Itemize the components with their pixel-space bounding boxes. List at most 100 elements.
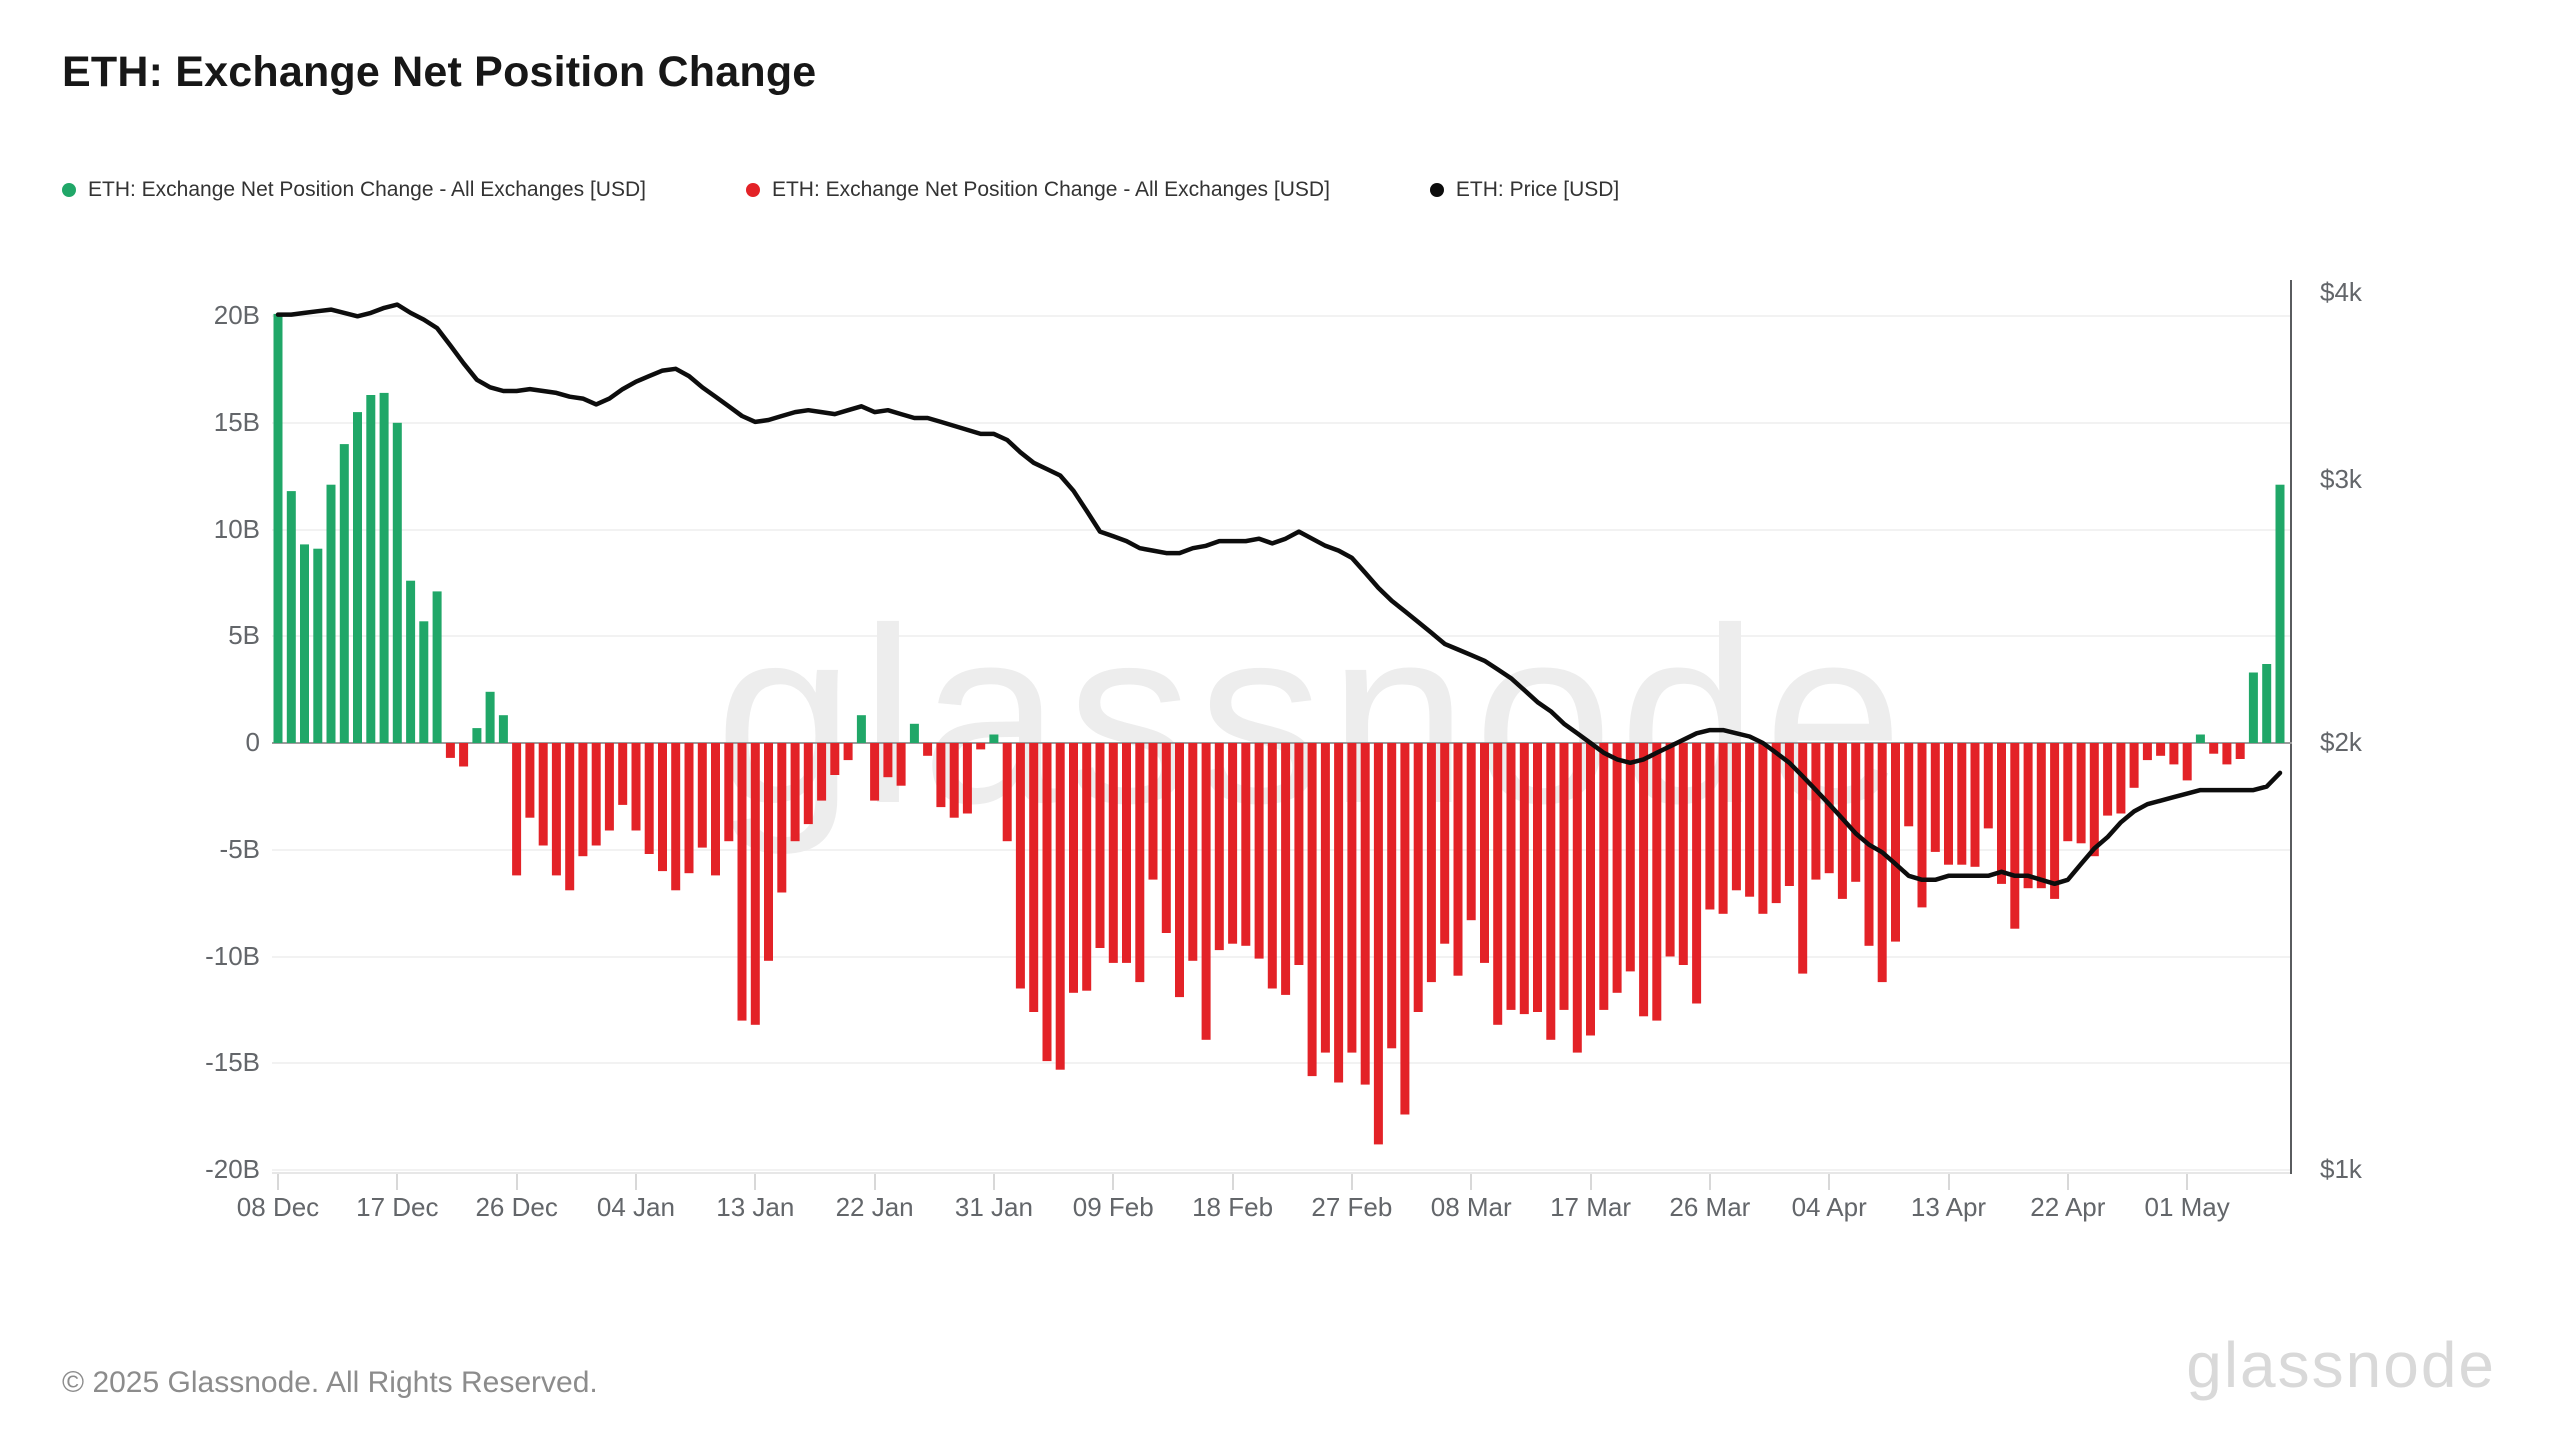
x-axis-tick bbox=[754, 1174, 757, 1190]
bar bbox=[472, 728, 482, 743]
x-axis-label: 26 Dec bbox=[475, 1192, 558, 1222]
bar bbox=[1798, 743, 1808, 974]
x-axis-line bbox=[272, 1172, 2292, 1174]
bar bbox=[697, 743, 707, 848]
bar bbox=[1692, 743, 1702, 1004]
legend-item-net-position-red[interactable]: ETH: Exchange Net Position Change - All … bbox=[745, 178, 1330, 202]
bar bbox=[671, 743, 681, 891]
bar bbox=[2050, 743, 2060, 899]
bar bbox=[578, 743, 588, 857]
y-axis-right-label: $2k bbox=[2320, 727, 2362, 757]
bar bbox=[1426, 743, 1436, 983]
bar bbox=[459, 743, 469, 767]
footer-copyright: © 2025 Glassnode. All Rights Reserved. bbox=[62, 1366, 598, 1399]
black-dot-icon bbox=[1429, 183, 1444, 197]
chart-canvas[interactable] bbox=[272, 280, 2292, 1172]
x-axis-tick bbox=[992, 1174, 995, 1190]
bar bbox=[976, 743, 986, 750]
bar bbox=[1400, 743, 1410, 1115]
bar bbox=[1307, 743, 1317, 1077]
bar bbox=[631, 743, 641, 831]
x-axis-tick bbox=[1350, 1174, 1353, 1190]
plot-area[interactable]: glassnode bbox=[272, 280, 2292, 1172]
bar bbox=[989, 734, 999, 743]
bar bbox=[1546, 743, 1556, 1040]
y-axis-left-label: 5B bbox=[228, 620, 260, 651]
bar bbox=[750, 743, 760, 1025]
bar bbox=[565, 743, 575, 891]
bar bbox=[1533, 743, 1542, 1012]
bar bbox=[1228, 743, 1238, 944]
x-axis-tick bbox=[1231, 1174, 1234, 1190]
legend-label: ETH: Price [USD] bbox=[1455, 178, 1620, 201]
bar bbox=[1360, 743, 1370, 1085]
bar bbox=[406, 580, 416, 743]
x-axis-tick bbox=[1708, 1174, 1711, 1190]
bar bbox=[1652, 743, 1662, 1021]
bar bbox=[1784, 743, 1794, 886]
bar bbox=[1612, 743, 1622, 993]
chart-legend: ETH: Exchange Net Position Change - All … bbox=[62, 178, 1719, 202]
bar bbox=[2209, 743, 2219, 754]
bar bbox=[2036, 743, 2046, 889]
bar bbox=[1108, 743, 1118, 963]
x-axis-label: 17 Mar bbox=[1550, 1192, 1631, 1222]
bar bbox=[432, 591, 442, 743]
bar bbox=[790, 743, 800, 842]
x-axis-label: 08 Mar bbox=[1430, 1192, 1512, 1222]
gridline bbox=[272, 1062, 2292, 1065]
y-axis-right-label: $3k bbox=[2320, 463, 2362, 494]
bar bbox=[1970, 743, 1980, 867]
bar bbox=[551, 743, 561, 876]
legend-item-price[interactable]: ETH: Price [USD] bbox=[1429, 178, 1620, 202]
bar bbox=[498, 715, 508, 743]
bar bbox=[1891, 743, 1900, 942]
x-axis-label: 13 Apr bbox=[1910, 1192, 1987, 1222]
bar bbox=[2222, 743, 2232, 765]
bar bbox=[1347, 743, 1357, 1053]
bar bbox=[684, 743, 694, 874]
bar bbox=[392, 422, 402, 744]
bar bbox=[1029, 743, 1039, 1012]
bar bbox=[1758, 743, 1768, 914]
bar bbox=[1519, 743, 1529, 1015]
bar bbox=[1811, 743, 1821, 880]
bar bbox=[1453, 743, 1463, 976]
x-axis-tick bbox=[396, 1174, 399, 1190]
bar bbox=[1201, 743, 1211, 1040]
bar bbox=[525, 743, 535, 818]
bar bbox=[1983, 743, 1993, 829]
y-axis-left-label: -20B bbox=[205, 1154, 260, 1184]
bar bbox=[1281, 743, 1291, 995]
gridline bbox=[272, 528, 2292, 531]
x-axis-label: 01 May bbox=[2144, 1192, 2230, 1222]
bar bbox=[711, 743, 720, 876]
y-axis-left-label: 15B bbox=[213, 406, 260, 437]
bar bbox=[1745, 743, 1755, 897]
bar bbox=[1466, 743, 1476, 921]
y-axis-left-label: -5B bbox=[219, 833, 260, 864]
bar bbox=[1320, 743, 1330, 1053]
bar bbox=[962, 743, 972, 814]
bar bbox=[1705, 743, 1715, 910]
bar bbox=[764, 743, 773, 961]
bar bbox=[2248, 672, 2258, 743]
bar bbox=[445, 743, 455, 758]
bar bbox=[777, 743, 787, 893]
bar bbox=[724, 743, 734, 842]
bar bbox=[1625, 743, 1635, 972]
bar bbox=[618, 743, 628, 805]
bar bbox=[2235, 743, 2245, 759]
gridline bbox=[272, 421, 2292, 424]
x-axis-label: 26 Mar bbox=[1669, 1192, 1751, 1222]
legend-item-net-position-green[interactable]: ETH: Exchange Net Position Change - All … bbox=[62, 178, 646, 202]
bar bbox=[1586, 743, 1595, 1036]
y-axis-left-label: 20B bbox=[213, 300, 260, 330]
bar bbox=[883, 743, 893, 778]
y-axis-right-label: $4k bbox=[2320, 277, 2362, 308]
bar bbox=[1373, 743, 1383, 1145]
bar bbox=[1267, 743, 1277, 989]
bar bbox=[1639, 743, 1649, 1017]
bar bbox=[339, 444, 349, 743]
